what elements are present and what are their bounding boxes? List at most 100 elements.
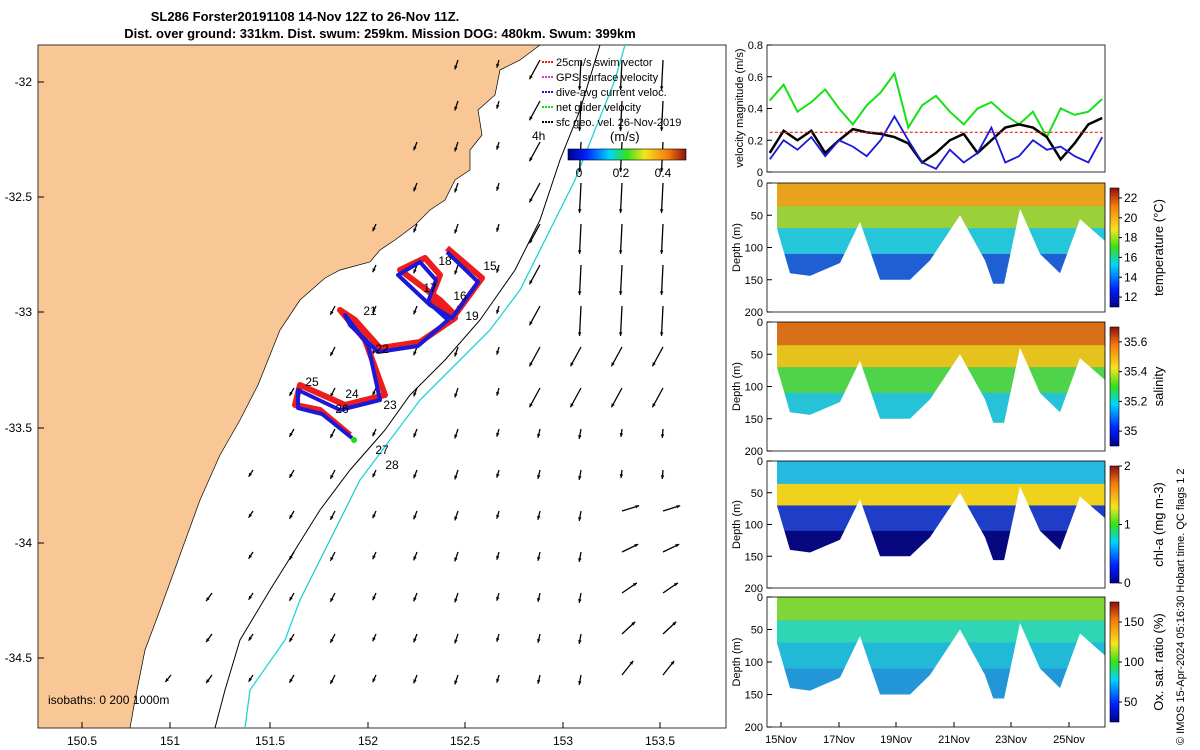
time-step-label: 4h (532, 129, 545, 143)
map-ytick-label: -34.5 (5, 651, 33, 665)
velocity-arrowhead (330, 515, 334, 520)
velocity-arrow (660, 264, 664, 295)
velocity-arrowhead (496, 104, 500, 109)
velocity-arrowhead (454, 475, 458, 480)
velocity-arrowhead (496, 268, 500, 273)
velocity-arrowhead (248, 677, 253, 682)
velocity-arrowhead (496, 514, 500, 519)
map-xtick-label: 152.5 (450, 734, 480, 748)
map-xtick-label: 153.5 (645, 734, 675, 748)
velocity-arrowhead (206, 679, 210, 684)
depth-tick-label: 0 (757, 456, 763, 468)
velocity-panel: 0 0.2 0.4 0.6 0.8 velocity magnitude (m/s) (734, 40, 1106, 179)
depth-tick-label: 100 (745, 520, 763, 532)
map-xtick-label: 152 (358, 734, 378, 748)
velocity-arrowhead (413, 146, 417, 151)
velocity-arrowhead (496, 678, 500, 683)
velocity-arrow (528, 141, 541, 162)
velocity-arrowhead (206, 597, 210, 602)
map-ytick-label: -33.5 (5, 421, 33, 435)
velocity-arrowhead (454, 147, 458, 152)
velocity-arrowhead (454, 516, 458, 521)
velocity-arrows (164, 59, 681, 685)
depth-ylabel: Depth (m) (731, 500, 743, 549)
velocity-arrowhead (413, 187, 417, 192)
depth-tick-label: 50 (751, 625, 763, 637)
velocity-arrowhead (372, 514, 376, 519)
cbar-tick-label: 16 (1124, 250, 1138, 264)
velocity-arrowhead (570, 362, 574, 367)
vel-ytick-label: 0.4 (748, 104, 763, 116)
velocity-arrowhead (372, 227, 376, 232)
depth-ylabel: Depth (m) (731, 223, 743, 272)
depth-tick-label: 0 (757, 592, 763, 604)
velocity-arrowhead (454, 434, 458, 439)
velocity-arrow (578, 59, 582, 90)
map-ytick-label: -34 (15, 536, 33, 550)
map-ytick-label: -32 (15, 75, 33, 89)
velocity-arrowhead (330, 474, 334, 479)
velocity-arrowhead (578, 516, 582, 521)
velocity-arrow (528, 223, 541, 244)
velocity-arrowhead (372, 596, 376, 601)
depth-tick-label: 150 (745, 690, 763, 702)
velocity-arrowhead (248, 513, 253, 518)
cbar-tick-label: 35.6 (1124, 335, 1148, 349)
velocity-arrow (619, 305, 623, 336)
velocity-arrow (660, 305, 664, 336)
velocity-arrowhead (289, 637, 293, 642)
velocity-arrowhead (454, 106, 458, 111)
velocity-arrowhead (631, 621, 636, 626)
velocity-arrowhead (659, 168, 664, 172)
velocity-arrowhead (413, 269, 417, 274)
cbar-tick-label: 150 (1124, 615, 1144, 629)
vel-ytick-label: 0 (757, 167, 763, 179)
velocity-arrowhead (413, 474, 417, 479)
velocity-arrowhead (413, 392, 417, 397)
day-label: 27 (375, 443, 389, 457)
velocity-arrow (610, 346, 623, 367)
velocity-arrowhead (660, 434, 665, 438)
depth-tick-label: 50 (751, 210, 763, 222)
velocity-arrowhead (537, 433, 541, 438)
velocity-arrowhead (454, 393, 458, 398)
title-line-1: SL286 Forster20191108 14-Nov 12Z to 26-N… (151, 9, 460, 24)
cbar-tick-label: 2 (1124, 459, 1131, 473)
depth-tick-label: 200 (745, 722, 763, 734)
velocity-arrowhead (454, 680, 458, 685)
velocity-arrowhead (577, 291, 582, 295)
velocity-arrowhead (618, 209, 623, 213)
velocity-arrowhead (413, 351, 417, 356)
velocity-arrowhead (289, 432, 293, 437)
cbar-tick-label: 35.4 (1124, 365, 1148, 379)
velocity-arrow (651, 346, 664, 367)
day-label: 19 (465, 309, 479, 323)
section-colorbar (1109, 601, 1120, 723)
velocity-arrowhead (529, 116, 533, 121)
velocity-arrowhead (675, 544, 680, 548)
day-label: 25 (305, 375, 319, 389)
day-label: 16 (453, 289, 467, 303)
day-label: 26 (335, 402, 349, 416)
velocity-arrowhead (529, 239, 533, 244)
velocity-arrow (528, 264, 541, 285)
cbar-tick-label: 100 (1124, 655, 1144, 669)
colorbar-tick-1: 0.2 (613, 166, 630, 180)
cbar-tick-label: 0 (1124, 576, 1131, 590)
velocity-arrowhead (372, 432, 376, 437)
map-ytick-label: -33 (15, 305, 33, 319)
velocity-arrowhead (165, 678, 169, 683)
vel-ytick-label: 0.2 (748, 135, 763, 147)
day-label: 21 (363, 304, 377, 318)
velocity-arrowhead (529, 321, 533, 326)
velocity-arrowhead (454, 557, 458, 562)
colorbar-tick-2: 0.4 (655, 166, 672, 180)
depth-tick-label: 50 (751, 488, 763, 500)
cbar-label: Ox. sat. ratio (%) (1151, 613, 1166, 711)
velocity-arrow (569, 346, 582, 367)
velocity-arrowhead (632, 582, 637, 587)
velocity-arrowhead (496, 227, 500, 232)
map-xtick-label: 151.5 (255, 734, 285, 748)
velocity-ylabel: velocity magnitude (m/s) (734, 48, 746, 167)
